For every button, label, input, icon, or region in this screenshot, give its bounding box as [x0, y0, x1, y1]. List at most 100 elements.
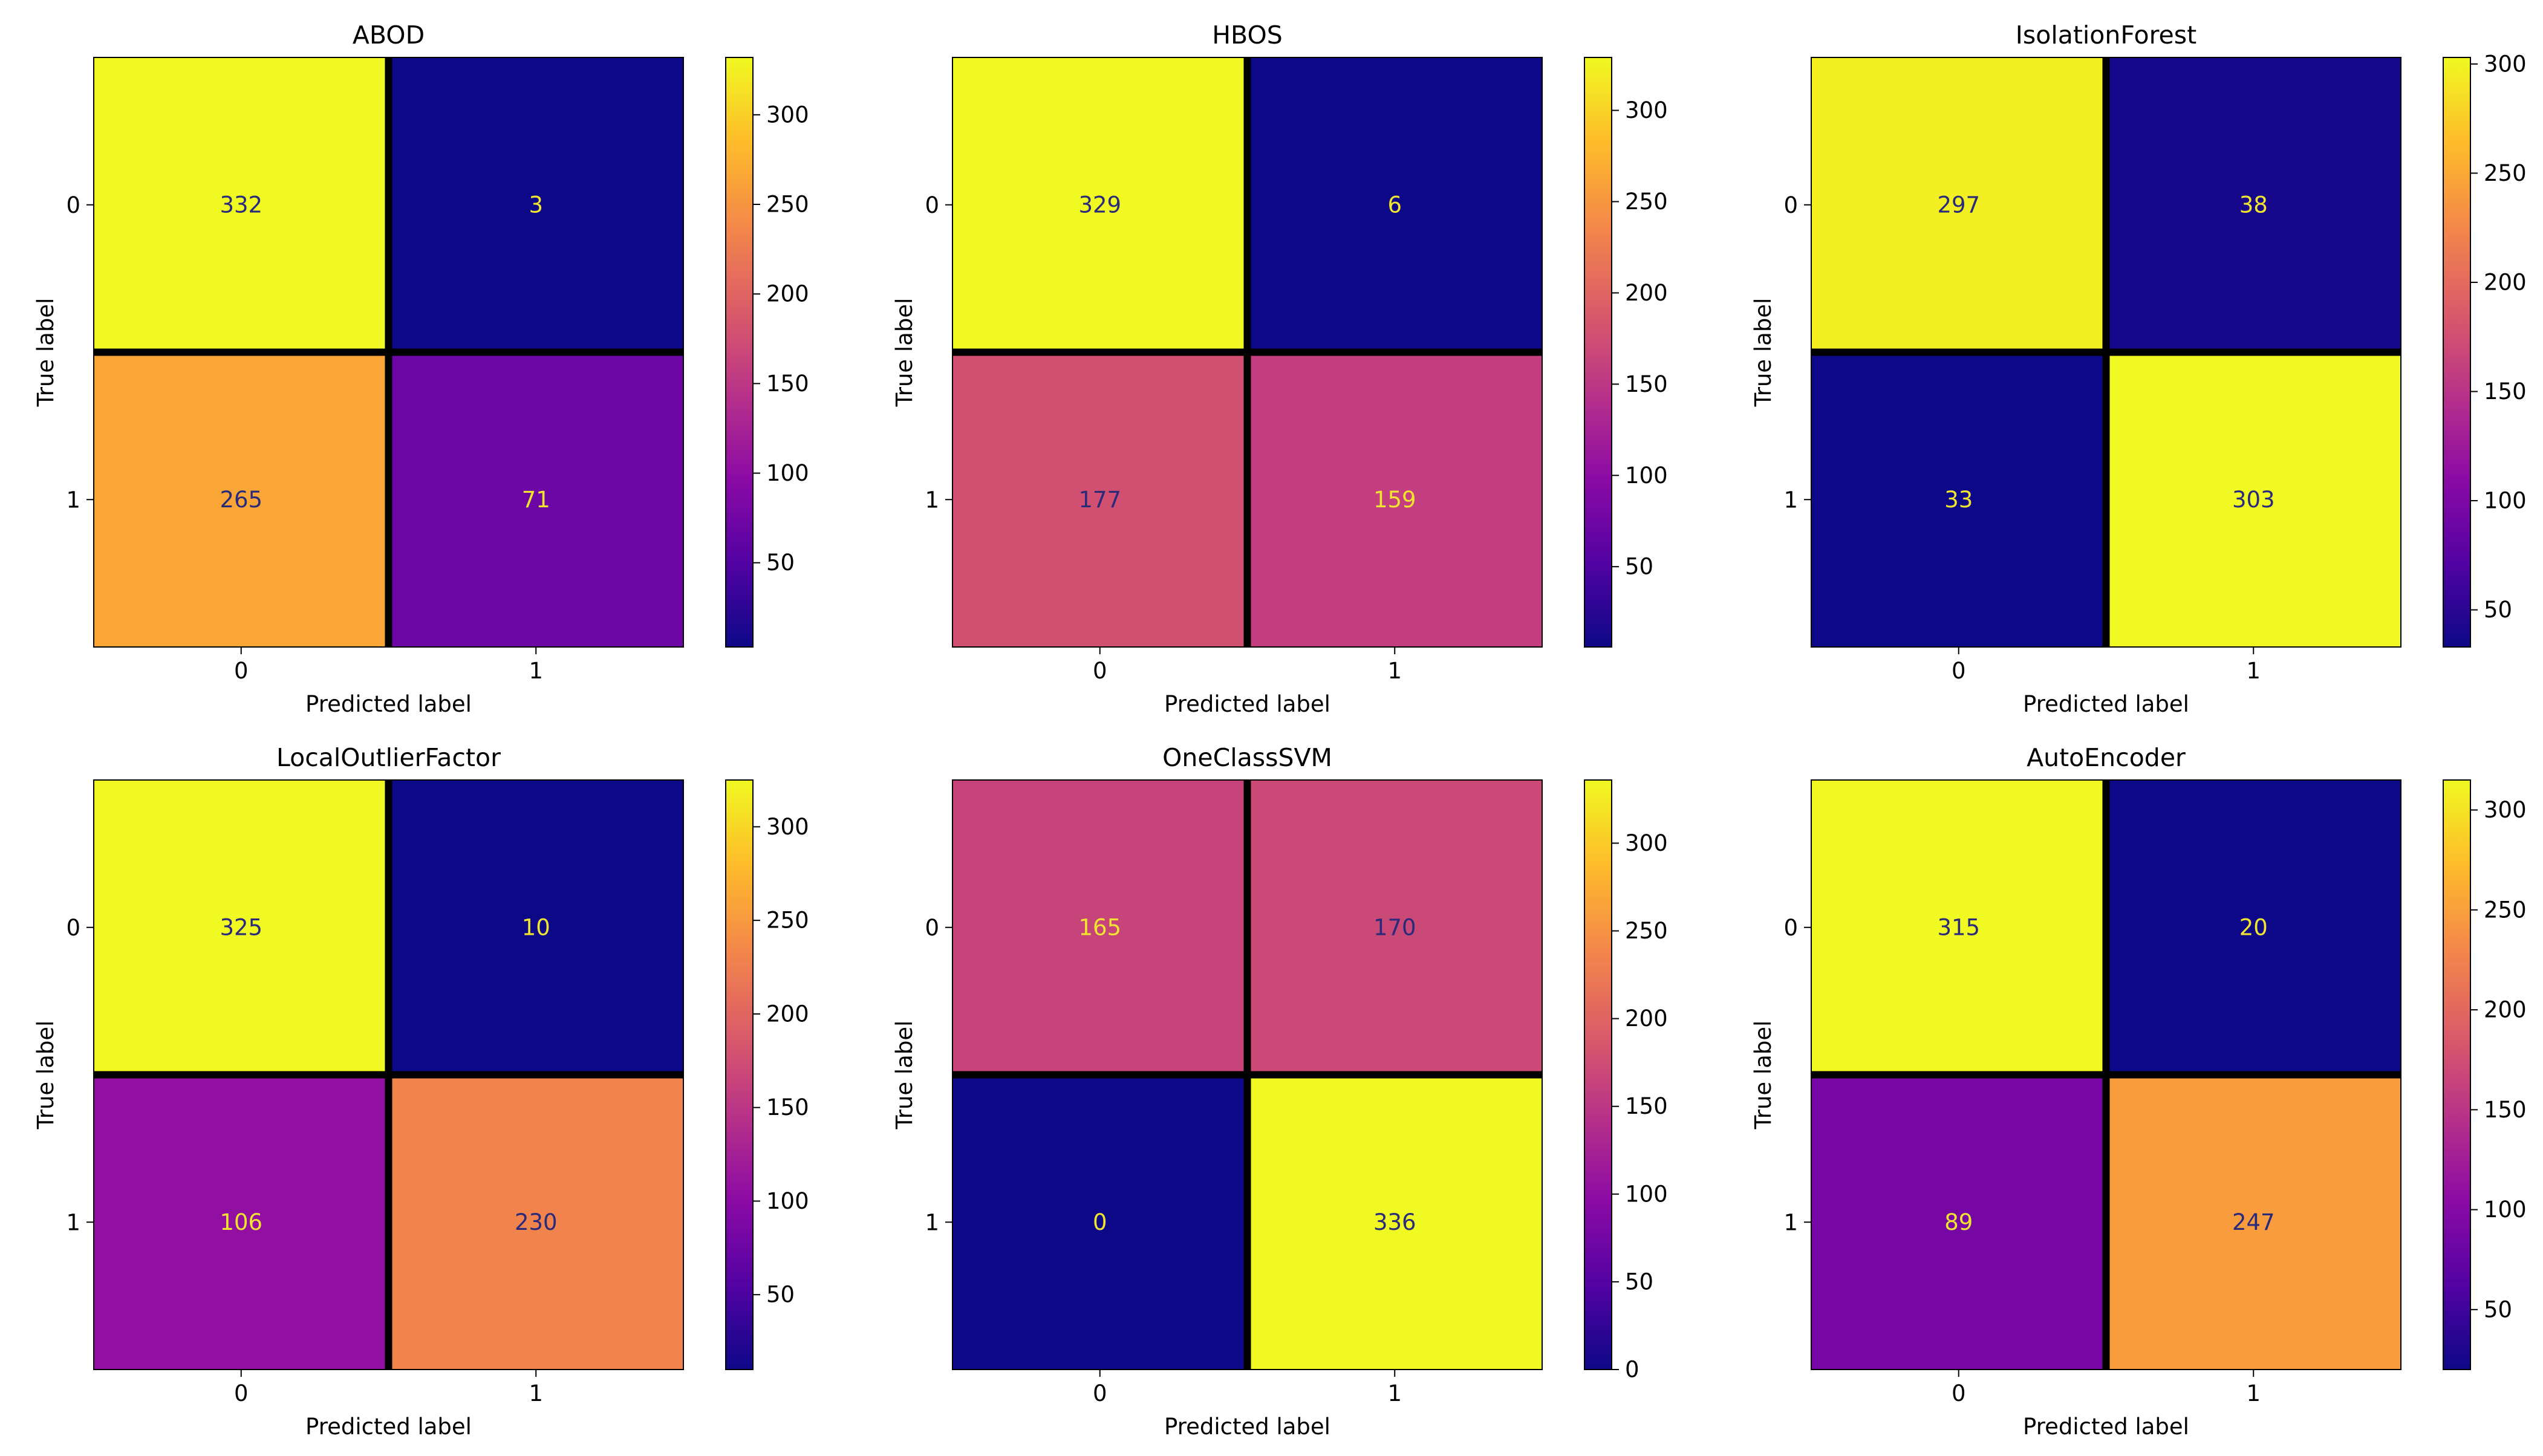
x-tick-label: 0 — [1093, 1380, 1107, 1406]
colorbar-tick-label: 200 — [1625, 280, 1668, 306]
x-tick-label: 1 — [2246, 658, 2261, 684]
cell-value: 315 — [1937, 914, 1980, 940]
colorbar — [1584, 779, 1612, 1370]
y-tick-label: 0 — [66, 915, 80, 941]
chart-title: LocalOutlierFactor — [276, 743, 501, 772]
colorbar — [2443, 57, 2471, 648]
y-tick-label: 0 — [1783, 915, 1798, 941]
y-axis-label: True label — [33, 1021, 59, 1130]
heatmap-cell — [952, 780, 1248, 1075]
x-axis-label: Predicted label — [305, 691, 472, 717]
x-tick-label: 1 — [1387, 1380, 1402, 1406]
colorbar-tick-label: 300 — [2484, 51, 2527, 77]
heatmap-cell — [1247, 352, 1542, 647]
cell-value: 165 — [1078, 914, 1121, 940]
colorbar-tick-label: 100 — [766, 1188, 809, 1214]
heatmap-cell — [1811, 57, 2106, 353]
cell-value: 38 — [2239, 192, 2268, 218]
colorbar-tick-label: 150 — [766, 1094, 809, 1120]
cell-value: 10 — [522, 914, 550, 940]
heatmap-cell — [1811, 352, 2106, 647]
colorbar-tick-label: 250 — [766, 908, 809, 934]
heatmap-cell — [2106, 57, 2401, 353]
x-tick-label: 0 — [1093, 658, 1107, 684]
colorbar-tick-label: 300 — [1625, 97, 1668, 123]
chart-title: HBOS — [1212, 21, 1283, 50]
colorbar-tick-label: 250 — [1625, 189, 1668, 215]
heatmap-cell — [388, 780, 683, 1075]
heatmap-cell — [94, 1074, 389, 1370]
cell-value: 336 — [1373, 1209, 1416, 1235]
chart-title: IsolationForest — [2016, 21, 2196, 50]
colorbar-tick-label: 50 — [1625, 1269, 1653, 1295]
heatmap-cell — [2106, 352, 2401, 647]
chart-title: OneClassSVM — [1162, 743, 1332, 772]
heatmap-cell — [952, 352, 1248, 647]
colorbar-tick-label: 150 — [2484, 379, 2527, 405]
colorbar-tick-label: 100 — [2484, 1197, 2527, 1223]
x-axis-label: Predicted label — [1164, 691, 1330, 717]
heatmap-cell — [2106, 780, 2401, 1075]
confusion-matrix-panel: AutoEncoder 315 20 89 247 0 1 0 1 Predicted label… — [1718, 723, 2543, 1440]
cell-value: 33 — [1944, 487, 1973, 513]
colorbar-tick-label: 200 — [766, 1001, 809, 1027]
heatmap-cell — [2106, 1074, 2401, 1370]
cell-value: 159 — [1373, 487, 1416, 513]
y-axis-label: True label — [33, 298, 59, 408]
x-tick-label: 1 — [1387, 658, 1402, 684]
confusion-matrix-panel: LocalOutlierFactor 325 10 106 230 0 1 0 1 Predict… — [0, 723, 847, 1440]
y-tick-label: 1 — [1783, 1209, 1798, 1235]
colorbar-tick-label: 250 — [1625, 918, 1668, 944]
y-tick-label: 1 — [1783, 487, 1798, 513]
heatmap-cell — [388, 1074, 683, 1370]
x-axis-label: Predicted label — [305, 1414, 472, 1440]
confusion-matrix-svg: HBOS 329 6 177 159 0 1 0 1 Predicted label True la… — [891, 21, 1668, 717]
colorbar-tick-label: 300 — [766, 102, 809, 128]
x-tick-label: 1 — [2246, 1380, 2261, 1406]
y-tick-label: 1 — [66, 487, 80, 513]
y-tick-label: 1 — [925, 487, 939, 513]
x-tick-label: 1 — [529, 1380, 543, 1406]
x-tick-label: 0 — [1952, 1380, 1966, 1406]
colorbar-tick-label: 300 — [1625, 830, 1668, 856]
heatmap-cell — [94, 780, 389, 1075]
chart-title: AutoEncoder — [2027, 743, 2186, 772]
heatmap-cell — [1811, 1074, 2106, 1370]
y-tick-label: 1 — [925, 1209, 939, 1235]
heatmap-cell — [1247, 780, 1542, 1075]
colorbar-tick-label: 100 — [766, 460, 809, 486]
confusion-matrix-svg: IsolationForest 297 38 33 303 0 1 0 1 Predicted l… — [1750, 21, 2527, 717]
heatmap-frame — [1811, 779, 2401, 1370]
confusion-matrix-svg: AutoEncoder 315 20 89 247 0 1 0 1 Predicted label… — [1750, 743, 2527, 1440]
cell-value: 177 — [1078, 487, 1121, 513]
colorbar-tick-label: 150 — [766, 371, 809, 397]
cell-value: 303 — [2232, 487, 2275, 513]
x-axis-label: Predicted label — [2023, 1414, 2189, 1440]
colorbar-tick-label: 200 — [1625, 1006, 1668, 1032]
colorbar — [725, 57, 754, 648]
colorbar — [2443, 779, 2471, 1370]
confusion-matrix-svg: ABOD 332 3 265 71 0 1 0 1 Predicted label True lab… — [33, 21, 809, 717]
heatmap-cell — [94, 352, 389, 647]
cell-value: 247 — [2232, 1209, 2275, 1235]
heatmap-cell — [1247, 57, 1542, 353]
y-axis-label: True label — [1750, 298, 1776, 408]
colorbar-tick-label: 150 — [2484, 1097, 2527, 1123]
cell-value: 325 — [220, 914, 262, 940]
x-axis-label: Predicted label — [1164, 1414, 1330, 1440]
confusion-matrix-panel: ABOD 332 3 265 71 0 1 0 1 Predicted label True lab… — [0, 0, 847, 717]
heatmap-cell — [952, 57, 1248, 353]
x-tick-label: 0 — [1952, 658, 1966, 684]
y-tick-label: 0 — [925, 192, 939, 218]
chart-title: ABOD — [353, 21, 425, 50]
x-tick-label: 1 — [529, 658, 543, 684]
heatmap-frame — [1811, 57, 2401, 648]
y-tick-label: 0 — [66, 192, 80, 218]
x-axis-label: Predicted label — [2023, 691, 2189, 717]
heatmap-frame — [952, 57, 1543, 648]
x-tick-label: 0 — [234, 1380, 249, 1406]
colorbar-tick-label: 100 — [1625, 463, 1668, 489]
colorbar-tick-label: 200 — [2484, 997, 2527, 1023]
colorbar — [1584, 57, 1612, 648]
colorbar-tick-label: 50 — [766, 1282, 795, 1308]
